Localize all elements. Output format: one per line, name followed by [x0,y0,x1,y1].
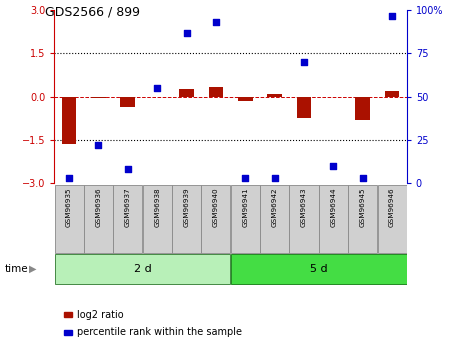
Text: GSM96936: GSM96936 [96,187,101,227]
FancyBboxPatch shape [289,185,318,253]
Text: log2 ratio: log2 ratio [77,310,124,320]
Point [183,30,190,36]
Bar [297,97,311,118]
FancyBboxPatch shape [348,185,377,253]
Bar [64,329,72,335]
Text: GSM96945: GSM96945 [360,187,366,227]
Bar [179,89,194,97]
Bar [91,97,106,98]
Text: GSM96946: GSM96946 [389,187,395,227]
Text: 5 d: 5 d [310,264,327,274]
Text: GSM96941: GSM96941 [242,187,248,227]
Text: GDS2566 / 899: GDS2566 / 899 [45,5,140,18]
Point [271,175,279,180]
Point [212,20,219,25]
Text: GSM96937: GSM96937 [125,187,131,227]
FancyBboxPatch shape [260,185,289,253]
FancyBboxPatch shape [54,254,230,284]
Text: percentile rank within the sample: percentile rank within the sample [77,327,242,337]
Bar [209,87,223,97]
Text: GSM96935: GSM96935 [66,187,72,227]
Point [153,85,161,91]
Text: GSM96942: GSM96942 [272,187,278,227]
FancyBboxPatch shape [172,185,201,253]
Text: time: time [5,264,28,274]
Bar [385,91,399,97]
FancyBboxPatch shape [231,185,260,253]
Text: GSM96939: GSM96939 [184,187,190,227]
Point [388,13,396,18]
Bar [238,97,253,101]
Text: 2 d: 2 d [133,264,151,274]
Point [300,59,308,65]
Text: GSM96938: GSM96938 [154,187,160,227]
Point [330,163,337,168]
FancyBboxPatch shape [84,185,113,253]
Bar [150,97,165,98]
Point [95,142,102,148]
Bar [64,312,72,317]
Point [124,166,131,172]
FancyBboxPatch shape [377,185,407,253]
FancyBboxPatch shape [231,254,407,284]
Bar [355,97,370,120]
Text: GSM96940: GSM96940 [213,187,219,227]
FancyBboxPatch shape [319,185,348,253]
Point [242,175,249,180]
FancyBboxPatch shape [201,185,230,253]
FancyBboxPatch shape [113,185,142,253]
Bar [121,97,135,107]
Bar [267,94,282,97]
Bar [62,97,77,144]
Point [359,175,367,180]
FancyBboxPatch shape [54,185,84,253]
Text: GSM96943: GSM96943 [301,187,307,227]
Text: ▶: ▶ [29,264,37,274]
Bar [326,97,341,98]
Text: GSM96944: GSM96944 [330,187,336,227]
FancyBboxPatch shape [143,185,172,253]
Point [65,175,73,180]
